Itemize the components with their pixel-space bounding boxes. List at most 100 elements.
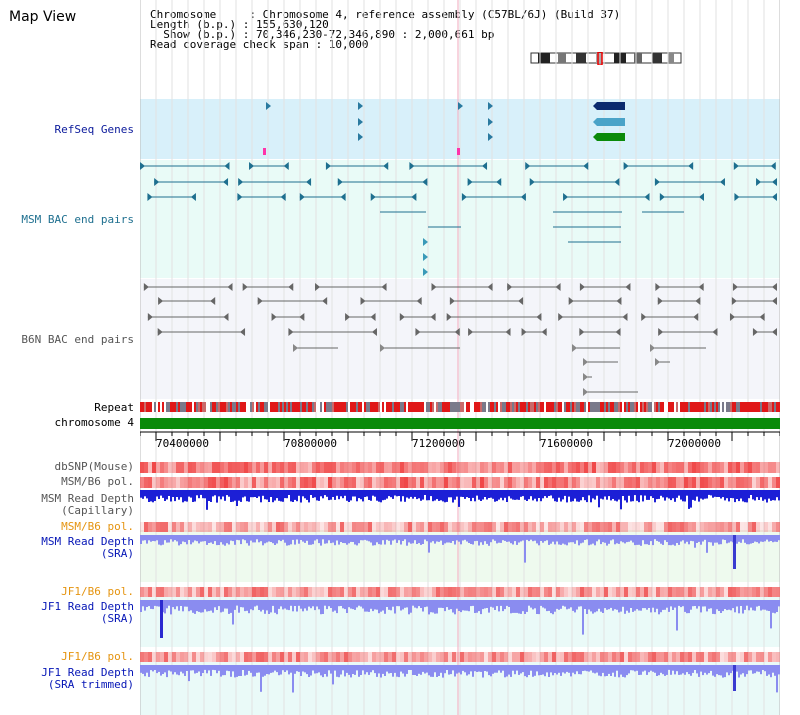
repeat-segment <box>748 402 750 412</box>
heat-cell <box>752 522 756 532</box>
depth-bar <box>624 490 626 501</box>
heat-cell <box>148 587 152 597</box>
repeat-segment <box>574 402 576 412</box>
repeat-segment <box>762 402 764 412</box>
chromosome-bar[interactable] <box>140 418 780 429</box>
read-depth-tracks[interactable] <box>140 490 780 693</box>
heat-cell <box>536 587 540 597</box>
track-label-repeat[interactable]: Repeat <box>94 401 134 414</box>
heat-cell <box>584 477 588 488</box>
b6n-bac-end-pairs-track[interactable] <box>143 283 777 396</box>
depth-bar <box>776 535 778 542</box>
depth-bar <box>526 490 528 501</box>
depth-bar <box>750 665 752 671</box>
depth-bar <box>452 535 454 541</box>
track-label-jf1-depth-trimmed[interactable]: JF1 Read Depth (SRA trimmed) <box>41 667 134 691</box>
heat-cell <box>644 587 648 597</box>
depth-bar <box>686 665 688 673</box>
depth-bar <box>596 665 598 673</box>
depth-bar <box>380 665 382 678</box>
gene-feature <box>597 133 625 141</box>
track-label-jf1-b6-pol-2[interactable]: JF1/B6 pol. <box>61 650 134 663</box>
depth-bar <box>502 535 504 541</box>
heat-cell <box>320 587 324 597</box>
track-label-msm-b6-pol[interactable]: MSM/B6 pol. <box>61 475 134 488</box>
genome-browser-plot[interactable] <box>140 0 780 715</box>
refseq-genes-track[interactable] <box>263 102 625 155</box>
depth-bar <box>744 600 746 610</box>
depth-bar <box>690 490 692 508</box>
repeat-segment <box>724 402 726 412</box>
depth-bar <box>474 535 476 542</box>
heatmap-tracks[interactable] <box>140 462 780 662</box>
heat-cell <box>492 587 496 597</box>
depth-bar <box>686 600 688 614</box>
depth-bar <box>234 490 236 501</box>
repeat-segment <box>386 402 388 412</box>
depth-bar <box>524 490 526 500</box>
track-label-msm-bac[interactable]: MSM BAC end pairs <box>21 213 134 226</box>
repeat-segment <box>704 402 706 412</box>
track-label-msm-depth-capillary[interactable]: MSM Read Depth (Capillary) <box>41 493 134 517</box>
depth-bar <box>442 535 444 545</box>
depth-bar <box>674 535 676 546</box>
depth-bar <box>478 490 480 500</box>
depth-bar <box>760 665 762 675</box>
gene-arrow <box>593 102 597 110</box>
heat-cell <box>436 462 440 473</box>
depth-bar <box>406 490 408 498</box>
repeat-segment <box>614 402 616 412</box>
depth-bar <box>218 665 220 671</box>
depth-bar <box>684 490 686 502</box>
depth-bar <box>552 535 554 542</box>
depth-bar <box>510 665 512 677</box>
depth-bar <box>400 535 402 545</box>
heat-cell <box>308 587 312 597</box>
depth-bar <box>770 665 772 678</box>
depth-bar <box>182 665 184 674</box>
track-label-msm-depth-sra[interactable]: MSM Read Depth (SRA) <box>41 536 134 560</box>
depth-bar <box>426 665 428 673</box>
msm-bac-end-pairs-track[interactable] <box>140 162 777 276</box>
heat-cell <box>172 462 176 473</box>
repeat-segment <box>560 402 562 412</box>
depth-bar <box>350 600 352 609</box>
track-label-msm-b6-pol-2[interactable]: MSM/B6 pol. <box>61 520 134 533</box>
heat-cell <box>752 652 756 662</box>
heat-cell <box>684 522 688 532</box>
track-label-b6n-bac[interactable]: B6N BAC end pairs <box>21 333 134 346</box>
depth-bar <box>418 490 420 499</box>
depth-bar <box>356 535 358 546</box>
heat-cell <box>652 587 656 597</box>
heat-cell <box>432 652 436 662</box>
heat-cell <box>532 462 536 473</box>
repeat-track[interactable] <box>140 402 780 412</box>
depth-bar <box>576 665 578 672</box>
depth-bar <box>452 490 454 503</box>
heat-cell <box>692 652 696 662</box>
repeat-segment <box>490 402 492 412</box>
track-label-jf1-b6-pol[interactable]: JF1/B6 pol. <box>61 585 134 598</box>
depth-bar <box>670 490 672 501</box>
heat-cell <box>248 587 252 597</box>
repeat-segment <box>406 402 408 412</box>
heat-cell <box>504 587 508 597</box>
heat-cell <box>152 477 156 488</box>
track-label-chromosome[interactable]: chromosome 4 <box>54 416 134 429</box>
heat-cell <box>152 587 156 597</box>
heat-cell <box>252 462 256 473</box>
depth-bar <box>556 600 558 609</box>
track-label-refseq[interactable]: RefSeq Genes <box>54 123 134 136</box>
heat-cell <box>412 587 416 597</box>
track-label-dbsnp[interactable]: dbSNP(Mouse) <box>54 460 134 473</box>
heat-cell <box>140 477 144 488</box>
depth-bar <box>358 490 360 499</box>
track-label-jf1-depth-sra[interactable]: JF1 Read Depth (SRA) <box>41 601 134 625</box>
depth-bar <box>764 600 766 610</box>
depth-bar <box>716 665 718 675</box>
position-axis <box>140 431 780 441</box>
depth-bar <box>184 600 186 607</box>
depth-bar <box>182 600 184 612</box>
heat-cell <box>348 587 352 597</box>
heat-cell <box>260 522 264 532</box>
